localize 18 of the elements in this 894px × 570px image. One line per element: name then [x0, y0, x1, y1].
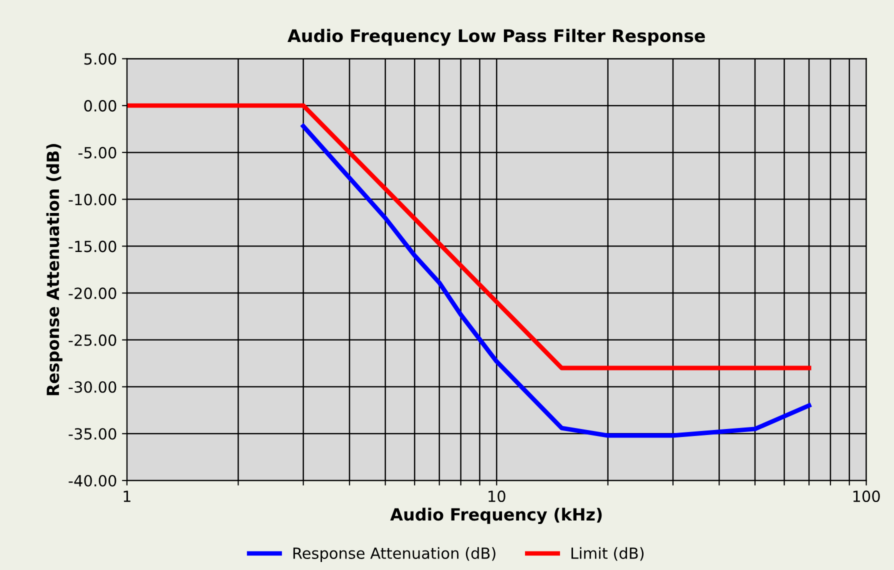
x-axis-title: Audio Frequency (kHz) — [390, 508, 602, 524]
y-tick-label: -40.00 — [68, 474, 116, 487]
x-tick-label: 100 — [853, 490, 880, 502]
y-tick-label: -15.00 — [68, 240, 116, 252]
chart-title: Audio Frequency Low Pass Filter Response — [288, 28, 705, 46]
y-tick-label: -25.00 — [68, 334, 116, 346]
y-tick-label: 5.00 — [84, 53, 116, 65]
legend-label: Response Attenuation (dB) — [293, 547, 496, 562]
y-tick-label: 0.00 — [84, 100, 116, 112]
y-tick-label: -5.00 — [78, 146, 116, 158]
x-tick-label: 10 — [488, 490, 506, 502]
y-tick-label: -35.00 — [68, 428, 116, 440]
y-axis-title: Response Attenuation (dB) — [46, 144, 62, 396]
x-tick-label: 1 — [124, 490, 130, 502]
y-tick-label: -20.00 — [68, 288, 116, 300]
legend-label: Limit (dB) — [572, 547, 644, 561]
y-tick-label: -10.00 — [68, 194, 116, 206]
y-tick-label: -30.00 — [68, 381, 116, 393]
